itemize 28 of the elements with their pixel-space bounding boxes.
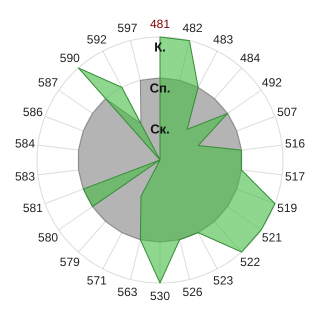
spoke-label: 571 bbox=[86, 273, 108, 288]
spoke-label: 590 bbox=[60, 51, 80, 66]
spoke-label: 523 bbox=[213, 273, 234, 288]
spoke-label: 563 bbox=[117, 285, 138, 300]
spoke-label: 586 bbox=[22, 104, 44, 119]
spoke-label: 482 bbox=[182, 20, 203, 35]
spoke-label: 579 bbox=[60, 254, 80, 269]
spoke-label: 484 bbox=[240, 51, 261, 66]
spoke-label: 481 bbox=[150, 17, 170, 31]
spoke-label: 583 bbox=[14, 169, 36, 184]
spoke-label: 587 bbox=[38, 76, 58, 90]
spoke-label: 522 bbox=[240, 254, 261, 269]
spoke-label: 516 bbox=[284, 136, 306, 151]
spoke-label: 483 bbox=[213, 32, 234, 47]
y-tick-label: Ск. bbox=[150, 122, 170, 136]
spoke-label: 530 bbox=[150, 289, 170, 303]
spoke-label: 492 bbox=[262, 76, 282, 90]
spoke-label: 519 bbox=[277, 201, 298, 216]
spoke-label: 581 bbox=[22, 201, 44, 216]
spoke-label: 517 bbox=[284, 169, 306, 184]
spoke-label: 507 bbox=[277, 104, 298, 119]
spoke-label: 521 bbox=[262, 230, 282, 244]
spoke-label: 592 bbox=[86, 32, 108, 47]
spoke-label: 526 bbox=[182, 285, 203, 300]
spoke-label: 597 bbox=[117, 20, 138, 35]
y-tick-label: Сп. bbox=[150, 80, 170, 96]
spoke-label: 580 bbox=[38, 230, 58, 244]
spoke-label: 584 bbox=[14, 136, 36, 151]
